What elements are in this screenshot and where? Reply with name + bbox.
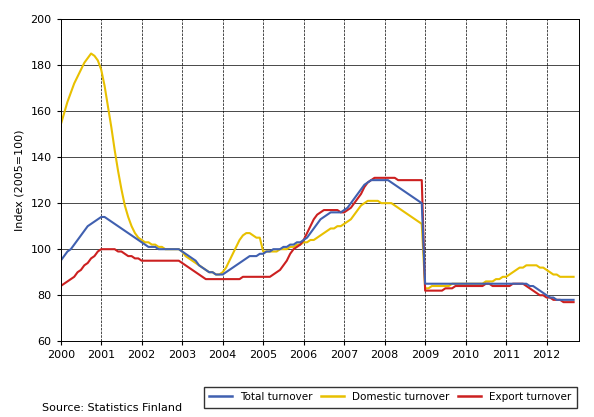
Text: Source: Statistics Finland: Source: Statistics Finland [42,403,182,413]
Y-axis label: Index (2005=100): Index (2005=100) [15,129,25,231]
Legend: Total turnover, Domestic turnover, Export turnover: Total turnover, Domestic turnover, Expor… [204,387,577,408]
